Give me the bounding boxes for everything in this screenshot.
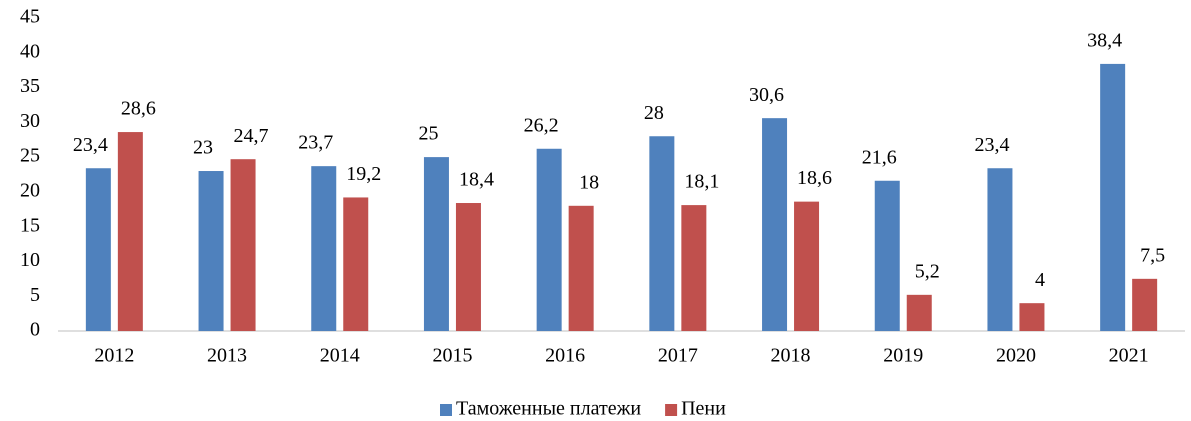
bar [762, 118, 788, 331]
bar [906, 294, 932, 331]
y-tick-label: 0 [30, 319, 40, 341]
bar [794, 201, 820, 331]
data-label: 18,6 [797, 167, 832, 189]
data-label: 19,2 [346, 163, 381, 185]
data-label: 26,2 [524, 114, 559, 136]
data-label: 18 [579, 171, 599, 193]
bar [1100, 63, 1126, 331]
bar [85, 168, 111, 331]
data-label: 25 [418, 123, 438, 145]
y-tick-label: 10 [20, 249, 40, 271]
bar [649, 136, 675, 331]
data-label: 28,6 [121, 98, 156, 120]
y-tick-label: 35 [20, 75, 40, 97]
bar [987, 168, 1013, 331]
data-label: 28 [644, 102, 664, 124]
bar [536, 148, 562, 331]
data-label: 23,4 [73, 134, 108, 156]
data-label: 24,7 [234, 125, 269, 147]
y-tick-label: 25 [20, 145, 40, 167]
data-label: 23,4 [974, 134, 1009, 156]
legend-swatch [665, 404, 678, 416]
data-label: 18,1 [684, 171, 719, 193]
bar [423, 157, 449, 331]
bar [311, 166, 337, 331]
bar [455, 203, 481, 331]
bar [1019, 303, 1045, 331]
bar [681, 205, 707, 331]
y-tick-label: 40 [20, 40, 40, 62]
y-tick-label: 5 [30, 284, 40, 306]
legend-label: Таможенные платежи [456, 398, 641, 420]
data-label: 18,4 [459, 169, 494, 191]
data-label: 30,6 [749, 84, 784, 106]
y-tick-label: 15 [20, 214, 40, 236]
x-tick-label: 2019 [883, 345, 923, 367]
x-tick-label: 2013 [207, 345, 247, 367]
data-label: 38,4 [1087, 30, 1122, 52]
data-label: 23 [193, 137, 213, 159]
x-tick-label: 2015 [432, 345, 472, 367]
bar [230, 159, 256, 331]
data-label: 5,2 [915, 260, 940, 282]
x-tick-label: 2016 [545, 345, 585, 367]
x-tick-label: 2014 [320, 345, 360, 367]
y-tick-label: 30 [20, 110, 40, 132]
data-label: 21,6 [862, 146, 897, 168]
data-label: 4 [1035, 269, 1045, 291]
bar [198, 171, 224, 331]
y-tick-label: 45 [20, 6, 40, 28]
y-tick-label: 20 [20, 179, 40, 201]
bar [343, 197, 369, 331]
x-tick-label: 2012 [94, 345, 134, 367]
bar [1132, 278, 1158, 331]
x-tick-label: 2017 [658, 345, 698, 367]
data-label: 23,7 [298, 132, 333, 154]
x-tick-label: 2020 [996, 345, 1036, 367]
legend-swatch [440, 404, 452, 416]
bar [568, 205, 594, 331]
bar [117, 132, 143, 331]
x-tick-label: 2018 [771, 345, 811, 367]
x-tick-label: 2021 [1109, 345, 1149, 367]
bar [874, 180, 900, 331]
data-label: 7,5 [1140, 244, 1165, 266]
legend-label: Пени [681, 398, 726, 420]
